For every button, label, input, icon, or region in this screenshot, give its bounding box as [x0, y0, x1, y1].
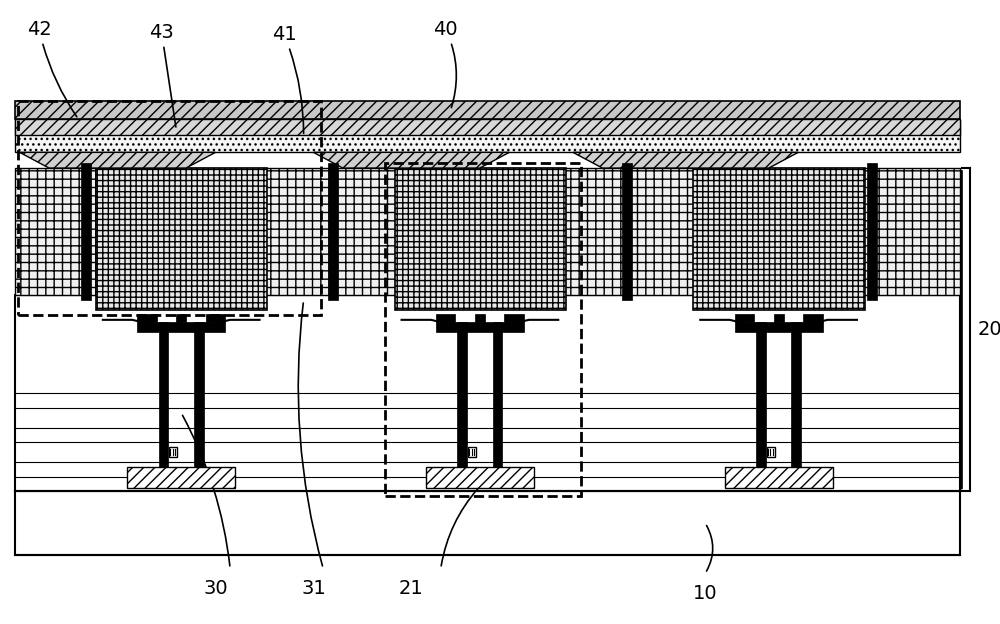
Bar	[867, 163, 877, 300]
Bar	[15, 295, 960, 491]
Bar	[127, 467, 235, 489]
Bar	[436, 322, 524, 331]
Bar	[468, 447, 476, 457]
Bar	[176, 314, 186, 322]
Text: 41: 41	[272, 25, 304, 134]
Bar	[96, 168, 267, 310]
Bar	[457, 322, 467, 467]
Text: 20: 20	[977, 320, 1000, 339]
Bar	[693, 168, 865, 310]
Bar	[774, 314, 784, 322]
Bar	[15, 120, 960, 152]
Bar	[622, 163, 632, 300]
Bar	[395, 168, 566, 310]
Polygon shape	[20, 152, 215, 168]
Bar	[475, 314, 485, 322]
Bar	[15, 119, 960, 135]
Bar	[426, 467, 534, 489]
Bar	[735, 322, 823, 331]
Bar	[767, 447, 775, 457]
Text: 43: 43	[149, 22, 176, 127]
Bar	[791, 322, 801, 467]
Bar	[803, 314, 823, 322]
Bar	[194, 322, 204, 467]
Bar	[15, 102, 960, 119]
Text: 40: 40	[433, 20, 458, 107]
Text: 21: 21	[399, 578, 424, 598]
Bar	[137, 314, 157, 322]
Text: 10: 10	[693, 583, 717, 603]
Bar	[15, 168, 960, 295]
Text: 42: 42	[27, 20, 77, 117]
Bar	[169, 447, 177, 457]
Bar	[137, 322, 225, 331]
Bar	[735, 314, 754, 322]
Bar	[725, 467, 833, 489]
Text: 31: 31	[301, 578, 326, 598]
Polygon shape	[573, 152, 798, 168]
Bar	[756, 322, 766, 467]
Bar	[206, 314, 225, 322]
Bar	[328, 163, 338, 300]
Bar	[15, 491, 960, 555]
Bar	[504, 314, 524, 322]
Text: 30: 30	[203, 578, 228, 598]
Bar	[436, 314, 455, 322]
Bar	[493, 322, 502, 467]
Bar	[159, 322, 168, 467]
Polygon shape	[313, 152, 509, 168]
Bar	[81, 163, 91, 300]
